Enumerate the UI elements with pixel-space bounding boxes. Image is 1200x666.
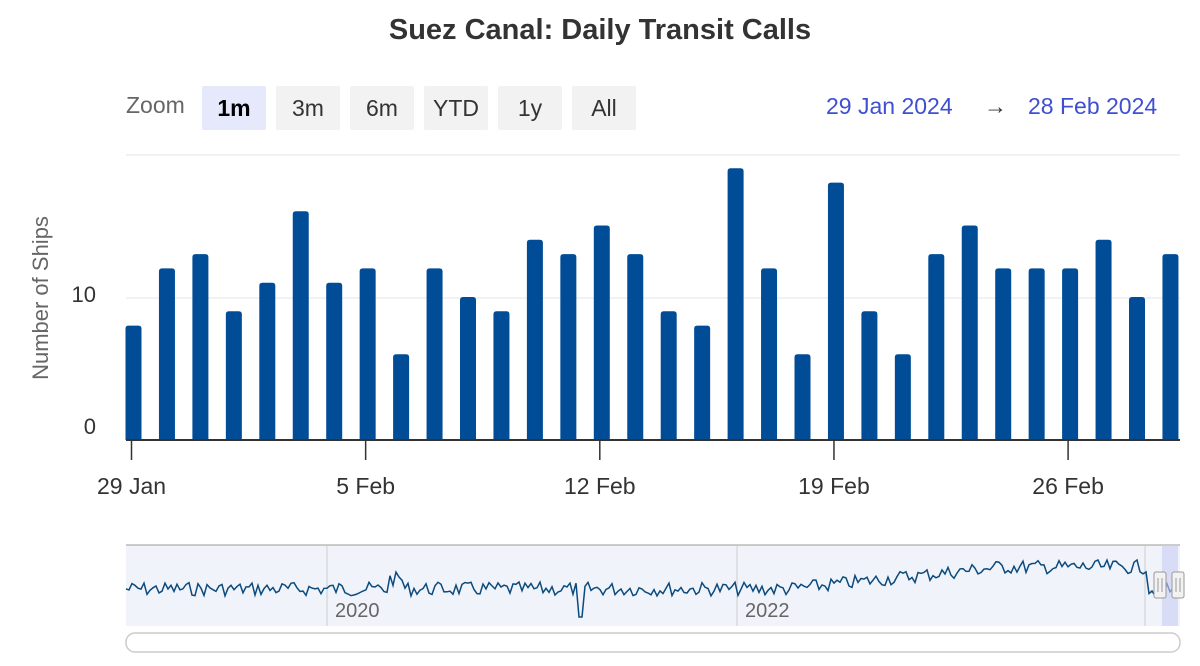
bar-2024-02-06[interactable] <box>393 354 410 440</box>
y-axis-title: Number of Ships <box>28 216 53 380</box>
bar-2024-02-21[interactable] <box>894 354 911 440</box>
range-from-date[interactable]: 29 Jan 2024 <box>826 93 953 119</box>
bar-2024-02-13[interactable] <box>627 254 644 440</box>
x-tick-label: 5 Feb <box>336 473 395 499</box>
x-tick-label: 29 Jan <box>97 473 166 499</box>
bar-2024-02-29[interactable] <box>1162 254 1179 440</box>
bar-2024-02-02[interactable] <box>259 282 276 440</box>
zoom-1m-button[interactable]: 1m <box>202 86 266 130</box>
navigator-left-handle[interactable] <box>1153 571 1167 599</box>
bar-2024-02-28[interactable] <box>1129 297 1145 440</box>
navigator[interactable]: 2020 2022 <box>125 544 1185 626</box>
navigator-right-handle[interactable] <box>1171 571 1185 599</box>
bar-2024-02-17[interactable] <box>761 268 778 440</box>
bar-2024-02-26[interactable] <box>1062 268 1079 440</box>
navigator-selection[interactable] <box>1162 545 1178 626</box>
bar-2024-02-27[interactable] <box>1095 239 1112 440</box>
bar-2024-02-03[interactable] <box>292 211 309 440</box>
bar-2024-02-20[interactable] <box>861 311 878 440</box>
bar-2024-01-30[interactable] <box>158 268 175 440</box>
zoom-label: Zoom <box>126 92 185 118</box>
navigator-label-2022: 2022 <box>745 600 790 622</box>
bar-2024-02-23[interactable] <box>961 225 978 441</box>
bar-2024-02-18[interactable] <box>794 354 811 440</box>
navigator-series-line <box>125 558 1180 618</box>
bar-2024-02-14[interactable] <box>660 311 677 440</box>
bar-2024-02-10[interactable] <box>526 239 543 440</box>
bar-2024-01-31[interactable] <box>192 254 209 440</box>
zoom-3m-button[interactable]: 3m <box>276 86 340 130</box>
x-tick-label: 19 Feb <box>798 473 870 499</box>
x-tick-label: 26 Feb <box>1032 473 1104 499</box>
bar-2024-02-25[interactable] <box>1028 268 1045 440</box>
bar-2024-01-29[interactable] <box>125 325 142 440</box>
bar-2024-02-11[interactable] <box>560 254 577 440</box>
bar-2024-02-19[interactable] <box>827 182 844 440</box>
navigator-scrollbar[interactable] <box>125 632 1181 653</box>
zoom-6m-button[interactable]: 6m <box>350 86 414 130</box>
zoom-all-button[interactable]: All <box>572 86 636 130</box>
bar-2024-02-24[interactable] <box>995 268 1012 440</box>
y-tick-label-10: 10 <box>72 282 96 307</box>
bar-2024-02-07[interactable] <box>426 268 443 440</box>
zoom-1y-button[interactable]: 1y <box>498 86 562 130</box>
bar-2024-02-01[interactable] <box>225 311 242 440</box>
navigator-label-2020: 2020 <box>335 600 380 622</box>
bar-2024-02-09[interactable] <box>493 311 510 440</box>
bar-2024-02-22[interactable] <box>928 254 945 440</box>
bar-2024-02-04[interactable] <box>326 282 343 440</box>
y-tick-label-0: 0 <box>84 414 96 439</box>
x-axis: 29 Jan 5 Feb 12 Feb 19 Feb 26 Feb <box>97 440 1104 499</box>
bar-2024-02-12[interactable] <box>593 225 610 441</box>
bar-2024-02-08[interactable] <box>460 297 476 440</box>
bar-series <box>125 168 1179 441</box>
bar-2024-02-16[interactable] <box>727 168 744 441</box>
x-tick-label: 12 Feb <box>564 473 636 499</box>
chart-title: Suez Canal: Daily Transit Calls <box>388 14 812 46</box>
range-arrow: → <box>984 93 1007 119</box>
bar-2024-02-15[interactable] <box>694 325 711 440</box>
zoom-ytd-button[interactable]: YTD <box>424 86 488 130</box>
bar-2024-02-05[interactable] <box>359 268 376 440</box>
range-to-date[interactable]: 28 Feb 2024 <box>1028 93 1158 119</box>
navigator-background <box>126 545 1180 626</box>
